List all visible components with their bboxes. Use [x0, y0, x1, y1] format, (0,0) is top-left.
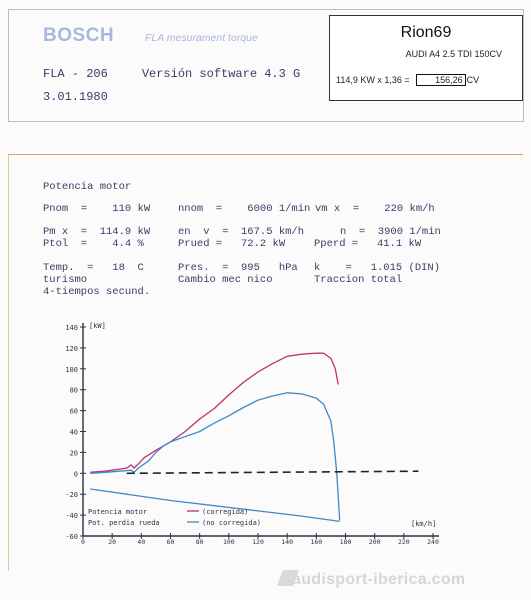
y-tick-label: 0 [74, 470, 78, 478]
x-tick-label: 80 [196, 538, 204, 546]
y-axis-label: [kW] [89, 322, 106, 330]
legend-note: (corregida) [202, 508, 248, 516]
series-referencia [126, 470, 419, 475]
device-id: FLA - 206 [43, 67, 108, 81]
x-tick-label: 100 [223, 538, 235, 546]
software-version: Versión software 4.3 G [141, 67, 301, 81]
measurement-sheet [8, 154, 523, 571]
device-line: FLA - 206 Versión software 4.3 G [43, 67, 300, 81]
conversion-unit: CV [466, 75, 480, 85]
conversion-value: 156,26 [415, 74, 466, 86]
brand-subtitle: FLA mesurament torque [145, 32, 258, 44]
series-potencia_rueda [90, 392, 341, 521]
header-box: BOSCH FLA mesurament torque FLA - 206 Ver… [8, 9, 524, 122]
x-tick-label: 40 [137, 538, 145, 546]
y-tick-label: -60 [65, 533, 78, 541]
temp-value: Temp. = 18 C [43, 262, 144, 274]
gearbox-type: Cambio mec nico [178, 274, 273, 286]
traction-type: Traccion total [314, 274, 403, 286]
watermark-text: audisport-iberica.com [292, 571, 466, 588]
engine-type: 4-tiempos secund. [43, 286, 151, 298]
x-tick-label: 140 [281, 538, 293, 546]
section-title: Potencia motor [43, 181, 132, 193]
y-tick-label: 20 [70, 449, 78, 457]
x-tick-label: 60 [167, 538, 175, 546]
pres-value: Pres. = 995 hPa [178, 262, 298, 274]
y-tick-label: 100 [65, 366, 78, 374]
x-tick-label: 240 [427, 538, 439, 546]
y-tick-label: -20 [65, 491, 78, 499]
prued-value: Prued = 72.2 kW [178, 238, 286, 250]
x-tick-label: 120 [252, 538, 264, 546]
y-tick-label: 80 [70, 387, 78, 395]
y-tick-label: 140 [65, 324, 78, 332]
series-potencia_motor [90, 352, 339, 473]
result-title: Rion69 [400, 24, 452, 41]
conversion-formula: 114,9 KW x 1,36 = [336, 75, 410, 85]
env-value: en v = 167.5 km/h [178, 226, 305, 238]
legend-label: Pot. perdia rueda [88, 519, 160, 527]
y-tick-label: 120 [65, 345, 78, 353]
y-tick-label: 60 [70, 408, 78, 416]
result-box: Rion69 AUDI A4 2.5 TDI 150CV 114,9 KW x … [329, 15, 523, 101]
x-tick-label: 160 [310, 538, 322, 546]
x-tick-label: 220 [398, 538, 410, 546]
power-conversion: 114,9 KW x 1,36 = 156,26 CV [336, 74, 479, 86]
vmax-value: vm x = 220 km/h [315, 203, 435, 215]
brand-logo: BOSCH [43, 25, 115, 46]
pperd-value: Pperd = 41.1 kW [314, 238, 422, 250]
x-tick-label: 200 [369, 538, 381, 546]
series-perdida [90, 488, 340, 523]
rpm-value: n = 3900 1/min [340, 226, 441, 238]
pnom-value: Pnom = 110 kW [43, 203, 151, 215]
y-tick-label: -40 [65, 512, 78, 520]
k-value: k = 1.015 (DIN) [314, 262, 441, 274]
x-axis-label: [km/h] [411, 520, 436, 528]
nnom-value: nnom = 6000 1/min [178, 203, 311, 215]
ptol-value: Ptol = 4.4 % [43, 238, 144, 250]
x-tick-label: 20 [108, 538, 116, 546]
x-tick-label: 0 [81, 538, 85, 546]
legend-note: (no corregida) [202, 519, 261, 527]
legend-label: Potencia motor [88, 508, 147, 516]
test-date: 3.01.1980 [43, 90, 108, 104]
pmax-value: Pm x = 114.9 kW [43, 226, 151, 238]
car-model: AUDI A4 2.5 TDI 150CV [405, 49, 502, 59]
vehicle-type: turismo [43, 274, 88, 286]
x-tick-label: 180 [340, 538, 352, 546]
y-tick-label: 40 [70, 429, 78, 437]
